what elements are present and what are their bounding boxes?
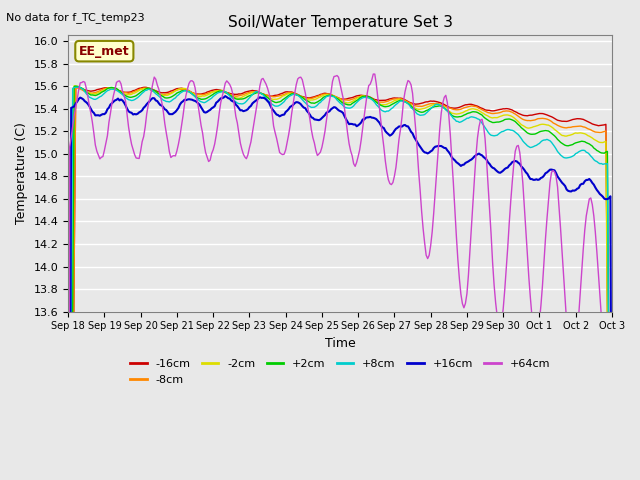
- +8cm: [75, 84, 83, 90]
- Line: -16cm: -16cm: [68, 86, 612, 480]
- X-axis label: Time: Time: [324, 337, 355, 350]
- Title: Soil/Water Temperature Set 3: Soil/Water Temperature Set 3: [228, 15, 452, 30]
- +2cm: [167, 94, 175, 100]
- -2cm: [81, 87, 88, 93]
- Line: -8cm: -8cm: [68, 87, 612, 480]
- +16cm: [221, 93, 229, 99]
- Line: -2cm: -2cm: [68, 86, 612, 480]
- +64cm: [376, 104, 383, 110]
- +16cm: [376, 120, 383, 125]
- -8cm: [376, 99, 383, 105]
- +8cm: [167, 98, 175, 104]
- +8cm: [406, 102, 413, 108]
- -16cm: [543, 112, 551, 118]
- +16cm: [394, 125, 401, 131]
- +2cm: [406, 102, 413, 108]
- +2cm: [543, 128, 551, 133]
- -8cm: [394, 96, 401, 102]
- Line: +2cm: +2cm: [68, 86, 612, 480]
- Text: EE_met: EE_met: [79, 45, 130, 58]
- +64cm: [369, 71, 377, 77]
- +64cm: [543, 216, 551, 221]
- Line: +64cm: +64cm: [68, 74, 612, 480]
- -16cm: [72, 84, 79, 89]
- +64cm: [166, 149, 173, 155]
- +16cm: [79, 96, 87, 102]
- Text: No data for f_TC_temp23: No data for f_TC_temp23: [6, 12, 145, 23]
- +2cm: [72, 83, 79, 89]
- -16cm: [167, 88, 175, 94]
- +2cm: [81, 88, 88, 94]
- +2cm: [376, 101, 383, 107]
- -2cm: [543, 122, 551, 128]
- Legend: -16cm, -8cm, -2cm, +2cm, +8cm, +16cm, +64cm: -16cm, -8cm, -2cm, +2cm, +8cm, +16cm, +6…: [125, 355, 554, 389]
- +16cm: [543, 169, 551, 175]
- -2cm: [394, 96, 401, 102]
- +64cm: [608, 352, 616, 358]
- -2cm: [70, 83, 78, 89]
- +64cm: [406, 79, 413, 84]
- -16cm: [376, 97, 383, 103]
- -8cm: [72, 84, 79, 90]
- -16cm: [81, 87, 88, 93]
- +8cm: [394, 100, 401, 106]
- -8cm: [543, 116, 551, 122]
- -8cm: [406, 100, 413, 106]
- -2cm: [167, 91, 175, 96]
- +2cm: [394, 98, 401, 104]
- +64cm: [79, 79, 87, 84]
- -8cm: [167, 90, 175, 96]
- -16cm: [394, 95, 401, 101]
- +16cm: [166, 111, 173, 117]
- +8cm: [81, 89, 88, 95]
- +8cm: [376, 105, 383, 110]
- -16cm: [406, 99, 413, 105]
- +16cm: [406, 126, 413, 132]
- +64cm: [394, 151, 401, 157]
- Line: +8cm: +8cm: [68, 87, 612, 480]
- +8cm: [543, 136, 551, 142]
- -2cm: [376, 101, 383, 107]
- Y-axis label: Temperature (C): Temperature (C): [15, 122, 28, 225]
- Line: +16cm: +16cm: [68, 96, 612, 480]
- -2cm: [406, 101, 413, 107]
- -8cm: [81, 89, 88, 95]
